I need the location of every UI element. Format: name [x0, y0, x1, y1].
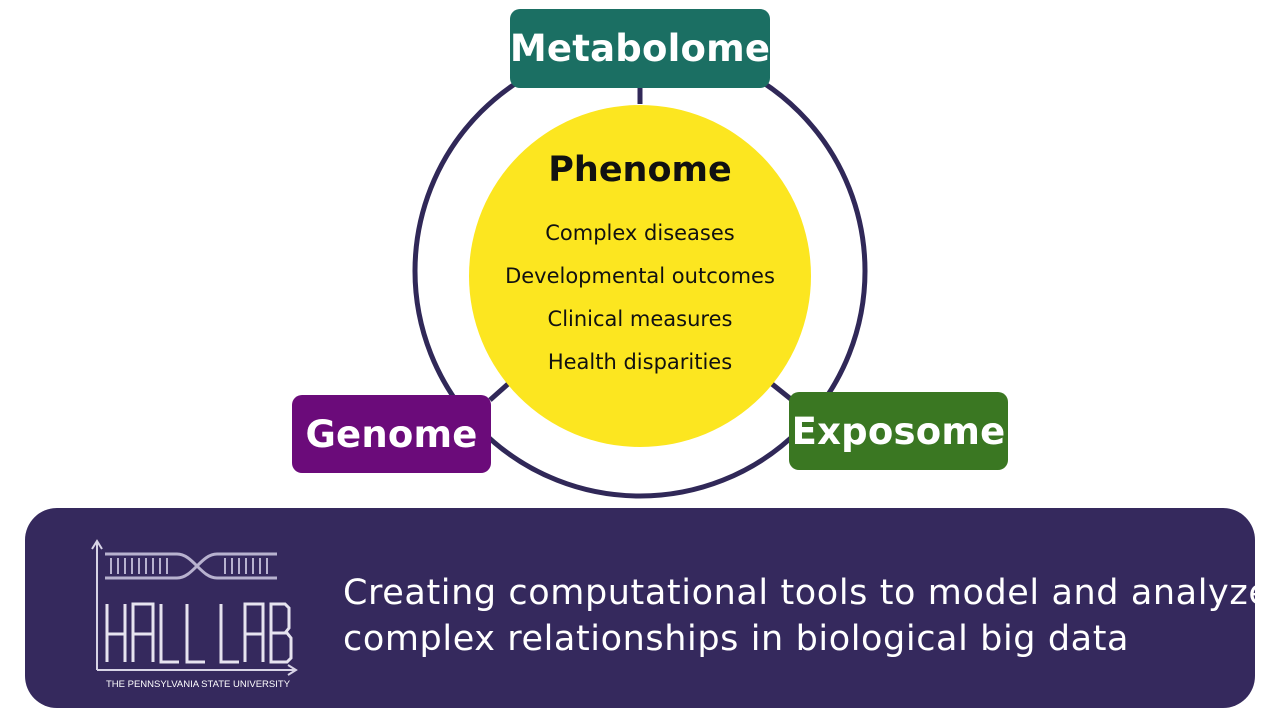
- logo-subtitle: THE PENNSYLVANIA STATE UNIVERSITY: [106, 679, 291, 690]
- hall-lab-logo: THE PENNSYLVANIA STATE UNIVERSITY: [91, 539, 298, 690]
- phenome-title: Phenome: [548, 150, 732, 190]
- metabolome-label: Metabolome: [509, 27, 771, 70]
- genome-node: Genome: [292, 395, 491, 473]
- tagline-line-2: complex relationships in biological big …: [343, 619, 1130, 659]
- mission-banner: THE PENNSYLVANIA STATE UNIVERSITY Creati…: [25, 508, 1271, 708]
- phenome-item: Complex diseases: [545, 221, 735, 245]
- exposome-label: Exposome: [791, 409, 1006, 453]
- phenome-item: Clinical measures: [547, 307, 733, 331]
- connector-exposome: [770, 382, 794, 402]
- mission-tagline: Creating computational tools to model an…: [343, 570, 1271, 662]
- phenome-item: Developmental outcomes: [505, 264, 775, 288]
- phenome-circle: [469, 105, 811, 447]
- tagline-line-1: Creating computational tools to model an…: [343, 573, 1271, 613]
- metabolome-node: Metabolome: [510, 9, 770, 88]
- connector-genome: [488, 382, 510, 402]
- phenome-content: Phenome Complex diseases Developmental o…: [470, 150, 810, 384]
- genome-label: Genome: [305, 412, 478, 456]
- omics-diagram: Metabolome Genome Exposome Phenome Compl…: [292, 9, 1008, 499]
- phenome-item: Health disparities: [547, 350, 733, 374]
- exposome-node: Exposome: [789, 392, 1008, 470]
